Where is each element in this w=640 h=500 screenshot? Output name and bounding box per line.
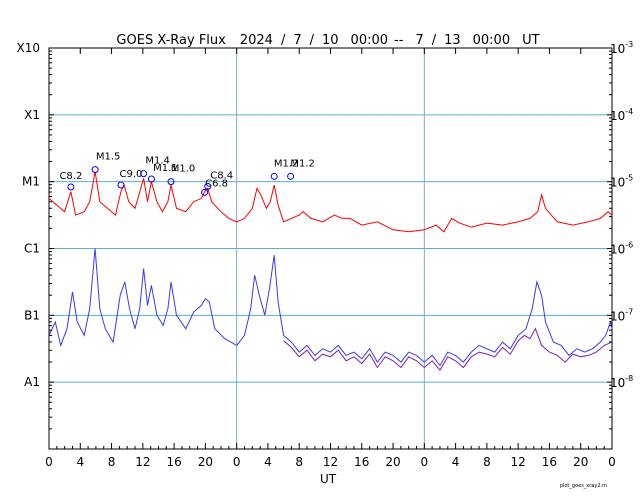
x-axis-label: UT xyxy=(320,472,337,486)
x-tick-label-2: 4 xyxy=(76,455,84,469)
y-right-label-6: 10-8 xyxy=(610,374,633,390)
flux-series xyxy=(48,171,613,371)
end-day: 13 xyxy=(444,33,461,48)
y-right-label-1: 10-3 xyxy=(610,40,633,56)
flare-marker-4 xyxy=(140,170,148,178)
flare-label-10: M1.2 xyxy=(290,158,315,169)
flare-label-8: C8.4 xyxy=(210,170,233,181)
x-tick-label-5: 16 xyxy=(166,455,181,469)
x-tick-label-4: 12 xyxy=(135,455,150,469)
x-tick-label-13: 0 xyxy=(421,455,429,469)
x-tick-label-17: 16 xyxy=(542,455,557,469)
x-tick-label-19: 0 xyxy=(608,455,616,469)
y-right-exponent-2: -4 xyxy=(625,107,633,116)
x-tick-label-1: 0 xyxy=(45,455,53,469)
flare-label-7: C6.8 xyxy=(205,178,228,189)
start-time: 00:00 xyxy=(351,33,388,48)
x-tick-label-3: 8 xyxy=(108,455,116,469)
flare-label-4: M1.4 xyxy=(145,156,170,167)
y-axis-right: 10-310-410-510-610-710-8 xyxy=(607,40,633,390)
y-right-base-2: 10 xyxy=(610,109,625,123)
flare-marker-10 xyxy=(287,172,295,180)
x-tick-label-8: 4 xyxy=(264,455,272,469)
series-line-2 xyxy=(48,248,613,367)
y-right-base-1: 10 xyxy=(610,42,625,56)
x-tick-label-15: 8 xyxy=(483,455,491,469)
y-right-exponent-3: -5 xyxy=(625,174,633,183)
flare-marker-5 xyxy=(147,175,155,183)
start-month: 7 xyxy=(293,33,301,48)
y-right-exponent-4: -6 xyxy=(625,241,633,250)
flare-label-2: M1.5 xyxy=(96,152,121,163)
y-right-exponent-5: -7 xyxy=(625,307,633,316)
y-axis-left: X10 X1 M1 C1 B1 A1 xyxy=(17,41,612,430)
y-right-label-2: 10-4 xyxy=(610,107,633,123)
x-tick-label-14: 4 xyxy=(452,455,460,469)
y-right-base-6: 10 xyxy=(610,376,625,390)
x-tick-label-7: 0 xyxy=(233,455,241,469)
x-tick-label-18: 20 xyxy=(573,455,588,469)
title-text: GOES X-Ray Flux xyxy=(116,33,226,48)
y-right-base-3: 10 xyxy=(610,176,625,190)
x-tick-label-12: 20 xyxy=(385,455,400,469)
end-month: 7 xyxy=(415,33,423,48)
end-time: 00:00 xyxy=(473,33,510,48)
flare-markers: C8.2 M1.5 C9.0M1.4M1.1M1.0 C6.8C8.4 M1.2M1.2 xyxy=(59,152,315,196)
x-axis: 0 4 8 12 16 20 0 4 8 12 16 20 0 4 8 12 16 20 0 xyxy=(45,48,616,469)
y-left-label-3: M1 xyxy=(22,175,40,189)
flare-label-9: M1.2 xyxy=(274,158,299,169)
flare-marker-6 xyxy=(167,178,175,186)
y-right-label-3: 10-5 xyxy=(610,174,633,190)
y-left-label-5: B1 xyxy=(24,308,40,322)
x-tick-label-9: 8 xyxy=(295,455,303,469)
timezone: UT xyxy=(522,33,540,48)
x-tick-label-16: 12 xyxy=(511,455,526,469)
y-right-exponent-6: -8 xyxy=(625,374,633,383)
flare-label-1: C8.2 xyxy=(59,171,82,182)
start-day: 10 xyxy=(322,33,339,48)
x-tick-label-11: 16 xyxy=(354,455,369,469)
chart-title: GOES X-Ray Flux 2024/7/10 00:00 -- 7/13 00:00… xyxy=(116,33,539,48)
flare-marker-8 xyxy=(204,182,212,190)
flare-marker-2 xyxy=(91,166,99,174)
x-tick-label-6: 20 xyxy=(198,455,213,469)
flare-marker-7 xyxy=(201,188,209,196)
y-right-label-5: 10-7 xyxy=(610,307,633,323)
flare-label-3: C9.0 xyxy=(119,169,142,180)
y-left-label-4: C1 xyxy=(24,242,40,256)
flare-label-5: M1.1 xyxy=(153,163,178,174)
y-right-label-4: 10-6 xyxy=(610,241,633,257)
y-right-base-5: 10 xyxy=(610,309,625,323)
credit-text: plot_goes_xray2.m xyxy=(560,483,607,489)
y-right-exponent-1: -3 xyxy=(625,40,633,49)
flare-marker-9 xyxy=(270,172,278,180)
series-line-3 xyxy=(283,327,613,371)
range-separator: -- xyxy=(394,33,404,48)
flare-marker-1 xyxy=(67,183,75,191)
flare-marker-3 xyxy=(117,181,125,189)
start-year: 2024 xyxy=(240,33,273,48)
series-line-1 xyxy=(48,171,613,233)
y-left-label-1: X10 xyxy=(17,41,41,55)
x-tick-label-10: 12 xyxy=(323,455,338,469)
y-left-label-6: A1 xyxy=(24,375,40,389)
y-right-base-4: 10 xyxy=(610,243,625,257)
y-left-label-2: X1 xyxy=(24,108,40,122)
grid-lines xyxy=(49,48,612,449)
flare-label-6: M1.0 xyxy=(171,164,196,175)
